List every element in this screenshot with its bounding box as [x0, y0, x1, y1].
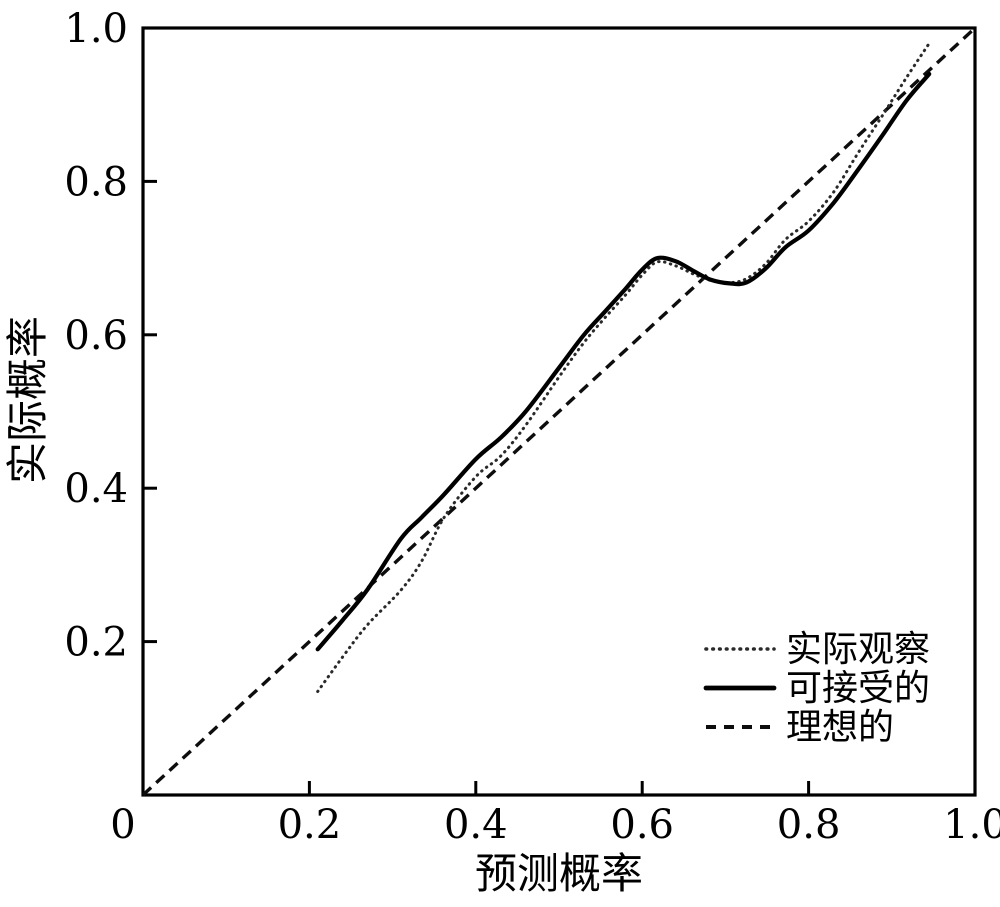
x-tick-label: 0.6: [610, 802, 674, 848]
plot-frame: [141, 26, 977, 797]
y-tick-label: 0.2: [64, 620, 128, 666]
y-tick-label: 0.8: [64, 159, 128, 205]
x-tick-label: 0.4: [444, 802, 508, 848]
plot-layer: 0 0.2 0.4 0.6 0.8 1.0 0.2 0.4 0.6 0.8 1.0 实际观察可接受的理…: [64, 6, 1000, 848]
x-tick-label: 1.0: [943, 802, 1000, 848]
series-dotted-curve: [316, 41, 931, 693]
legend-label: 理想的: [786, 707, 894, 748]
y-tick-label: 0.6: [64, 313, 128, 359]
series-dashed-curve: [141, 26, 977, 797]
x-tick-label: 0.8: [777, 802, 841, 848]
series-solid-curve: [315, 71, 932, 652]
y-tick-label: 1.0: [64, 6, 128, 52]
legend-label: 可接受的: [786, 668, 930, 709]
legend-label: 实际观察: [786, 629, 930, 670]
x-axis-title: 预测概率: [475, 849, 643, 898]
x-tick-label: 0: [110, 802, 135, 848]
y-axis-title: 实际概率: [3, 316, 52, 484]
x-tick-label: 0.2: [278, 802, 342, 848]
y-tick-label: 0.4: [64, 466, 128, 512]
